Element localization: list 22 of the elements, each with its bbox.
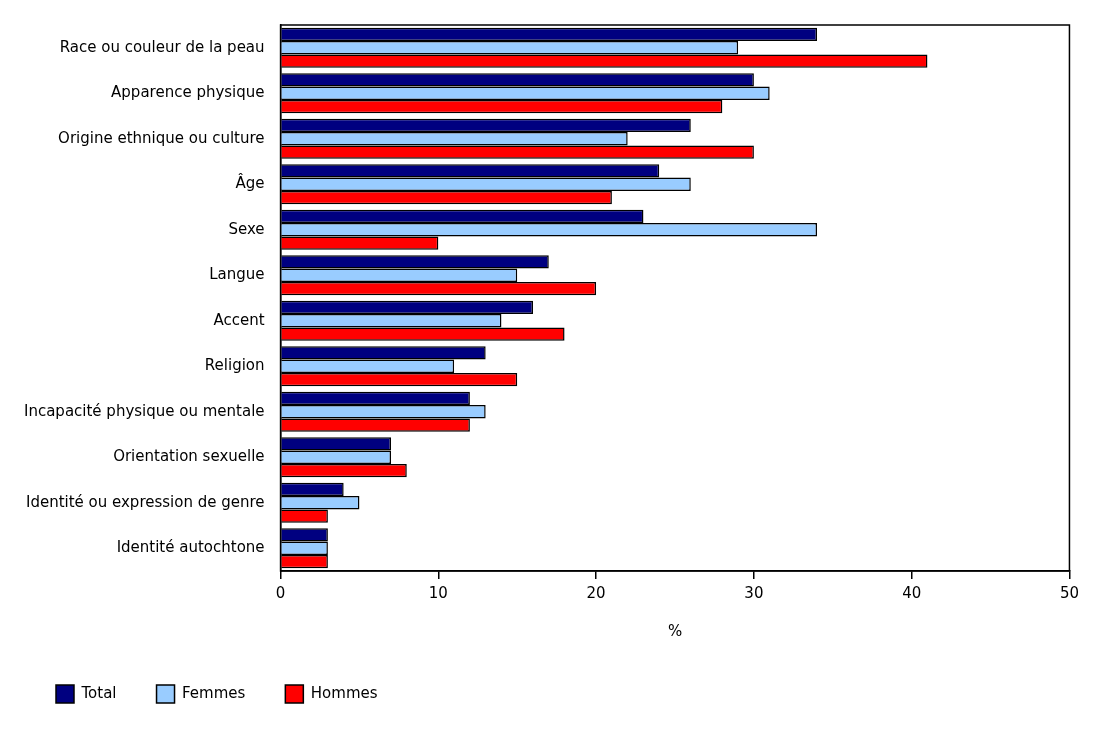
legend-label: Femmes (182, 683, 246, 702)
y-tick-label: Origine ethnique ou culture (58, 128, 265, 147)
x-tick-label: 10 (428, 583, 448, 602)
y-tick-label: Identité autochtone (116, 538, 265, 557)
y-tick-label: Incapacité physique ou mentale (23, 401, 265, 420)
y-tick-label: Sexe (228, 219, 265, 238)
legend-label: Total (80, 683, 117, 702)
y-tick-label: Religion (204, 356, 265, 375)
y-tick-label: Âge (235, 173, 265, 193)
x-axis-title: % (667, 621, 683, 640)
x-tick-label: 0 (275, 583, 286, 602)
legend-label: Hommes (310, 683, 378, 702)
y-tick-label: Accent (213, 310, 265, 329)
y-tick-label: Race ou couleur de la peau (59, 37, 265, 56)
y-tick-label: Orientation sexuelle (113, 447, 265, 466)
y-tick-label: Langue (209, 265, 265, 284)
x-tick-label: 20 (586, 583, 606, 602)
y-tick-label: Apparence physique (111, 83, 265, 102)
y-tick-label: Identité ou expression de genre (25, 492, 265, 511)
x-tick-label: 30 (744, 583, 764, 602)
x-tick-label: 50 (1059, 583, 1079, 602)
x-tick-label: 40 (902, 583, 922, 602)
